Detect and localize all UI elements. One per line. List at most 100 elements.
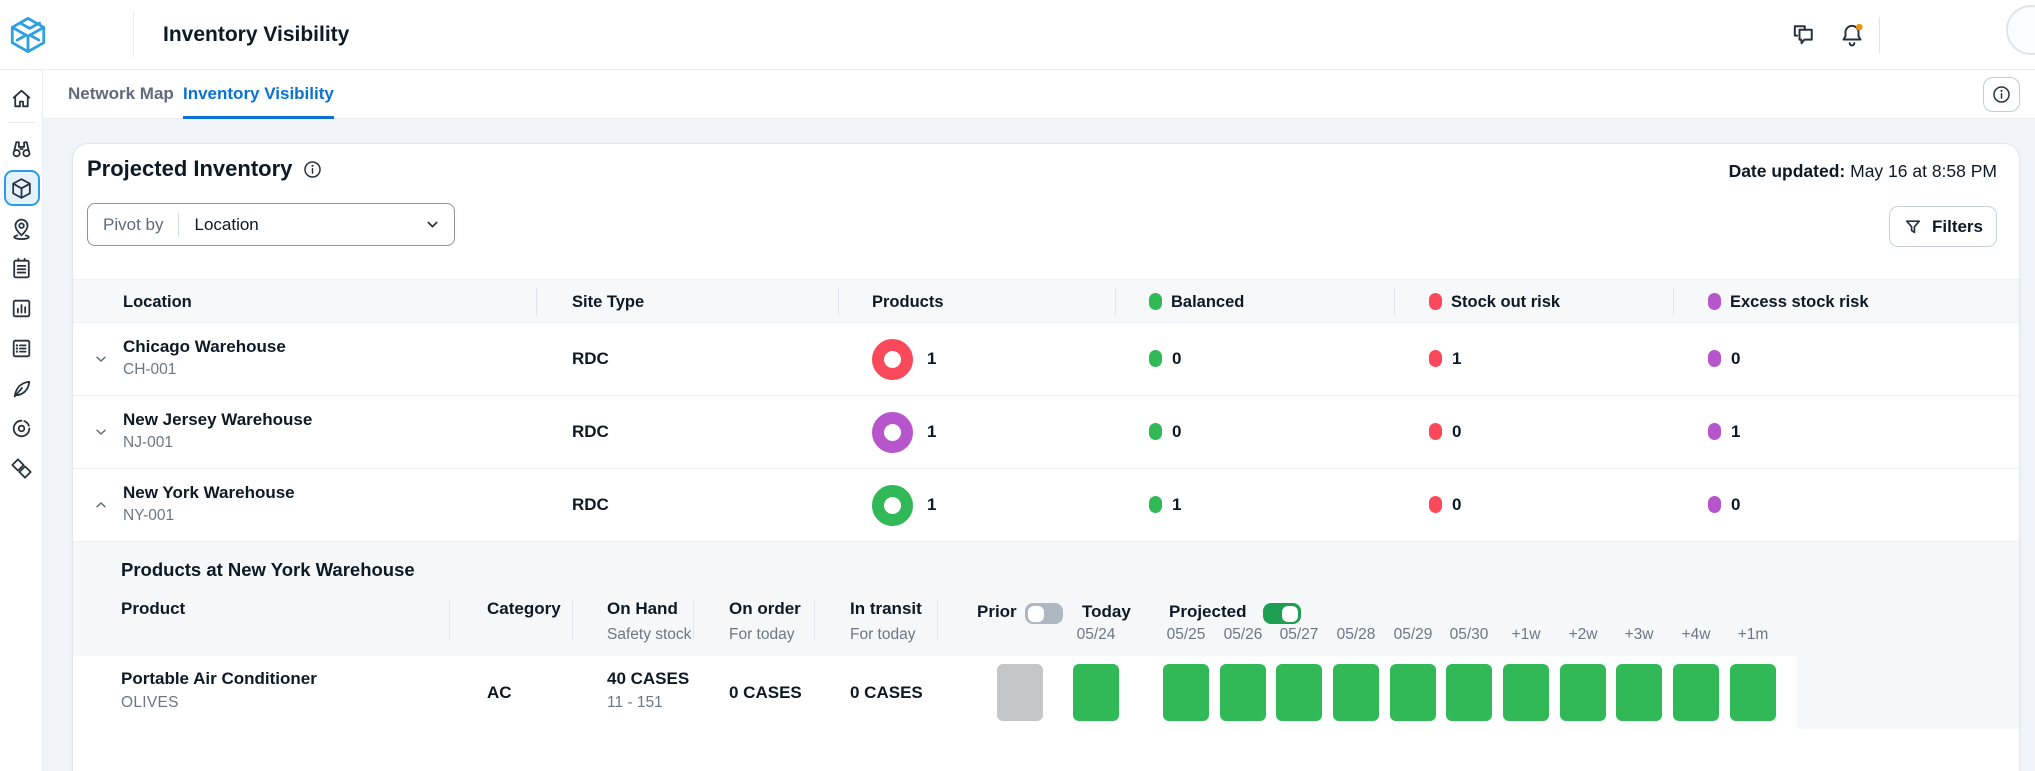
expand-chevron-icon[interactable] <box>93 424 109 440</box>
avatar[interactable] <box>2006 5 2035 55</box>
projected-inventory-card: Projected Inventory Date updated: May 16… <box>72 143 2020 771</box>
projected-date-label: +1w <box>1511 626 1541 643</box>
sidebar-item-inventory[interactable] <box>3 170 40 206</box>
column-header-on-hand: On Hand <box>607 599 678 618</box>
projected-status-cell[interactable] <box>1220 664 1266 721</box>
collapse-chevron-icon[interactable] <box>93 497 109 513</box>
locations-table-body: Chicago Warehouse CH-001 RDC 1 0 1 0 New… <box>73 323 2019 542</box>
product-row[interactable]: Portable Air Conditioner OLIVES AC 40 CA… <box>73 656 1797 729</box>
balanced-value: 0 <box>1149 422 1181 442</box>
excess-value: 1 <box>1708 422 1740 442</box>
target-icon <box>12 419 31 437</box>
column-header-site-type: Site Type <box>572 293 645 311</box>
filters-button[interactable]: Filters <box>1889 206 1997 247</box>
projected-status-cell[interactable] <box>1276 664 1322 721</box>
products-panel: Products at New York Warehouse Product C… <box>73 542 2019 729</box>
column-header-in-transit: In transit <box>850 599 922 618</box>
tab-bar: Network Map Inventory Visibility <box>43 70 2035 119</box>
prior-toggle-label: Prior <box>977 602 1017 621</box>
balanced-value: 0 <box>1149 349 1181 369</box>
projected-status-cell[interactable] <box>1673 664 1719 721</box>
projected-date-label: +1m <box>1737 626 1769 643</box>
divider <box>1879 17 1880 53</box>
products-status-donut <box>872 485 913 526</box>
location-code: NY-001 <box>123 507 175 524</box>
info-icon[interactable] <box>302 159 323 180</box>
today-status-cell[interactable] <box>1073 664 1119 721</box>
tab-inventory-visibility[interactable]: Inventory Visibility <box>183 70 334 119</box>
projected-status-cell[interactable] <box>1730 664 1776 721</box>
stock-out-value: 1 <box>1429 349 1461 369</box>
table-row-chicago-warehouse[interactable]: Chicago Warehouse CH-001 RDC 1 0 1 0 <box>73 323 2019 396</box>
location-code: NJ-001 <box>123 434 173 451</box>
table-row-new-jersey-warehouse[interactable]: New Jersey Warehouse NJ-001 RDC 1 0 0 1 <box>73 396 2019 469</box>
pivot-selected-value: Location <box>194 214 259 234</box>
binoculars-icon <box>12 140 31 157</box>
notification-badge <box>1856 23 1863 31</box>
sidebar-item-home[interactable] <box>4 80 40 116</box>
sidebar-item-orders[interactable] <box>4 330 40 366</box>
info-button[interactable] <box>1983 77 2020 112</box>
pivot-by-select[interactable]: Pivot by Location <box>87 203 455 246</box>
projected-date-label: 05/26 <box>1223 626 1263 643</box>
products-status-donut <box>872 412 913 453</box>
projected-date-label: 05/27 <box>1279 626 1319 643</box>
projected-status-cell[interactable] <box>1333 664 1379 721</box>
filters-button-label: Filters <box>1931 216 1984 236</box>
sidebar-item-plans[interactable] <box>4 250 40 286</box>
projected-date-label: +4w <box>1681 626 1711 643</box>
location-name: New Jersey Warehouse <box>123 410 313 429</box>
projected-status-cell[interactable] <box>1446 664 1492 721</box>
prior-status-cell[interactable] <box>997 664 1043 721</box>
location-pin-icon <box>13 218 30 240</box>
sidebar-item-analytics[interactable] <box>4 290 40 326</box>
column-header-stock-out-risk: Stock out risk <box>1429 280 1560 324</box>
top-bar: Inventory Visibility <box>0 0 2035 70</box>
projected-status-cell[interactable] <box>1560 664 1606 721</box>
product-name: Portable Air Conditioner <box>121 669 317 688</box>
excess-legend-dot <box>1708 293 1721 310</box>
column-header-location: Location <box>123 293 192 311</box>
divider <box>133 13 134 57</box>
bar-chart-icon <box>12 299 31 317</box>
tab-network-map[interactable]: Network Map <box>68 84 174 103</box>
sidebar-item-locations[interactable] <box>4 210 40 246</box>
projected-toggle[interactable] <box>1263 603 1301 624</box>
projected-status-cell[interactable] <box>1390 664 1436 721</box>
date-updated: Date updated: May 16 at 8:58 PM <box>1729 161 1997 182</box>
products-count: 1 <box>927 422 937 441</box>
products-status-donut <box>872 339 913 380</box>
toggle-knob <box>1028 605 1044 622</box>
projected-date-label: +3w <box>1624 626 1654 643</box>
projected-status-cell[interactable] <box>1163 664 1209 721</box>
chat-icon[interactable] <box>1789 21 1817 49</box>
on-hand-value: 40 CASES <box>607 669 690 688</box>
divider <box>838 288 839 316</box>
prior-toggle[interactable] <box>1025 603 1063 624</box>
sidebar-item-integrations[interactable] <box>4 450 40 486</box>
divider <box>1115 288 1116 316</box>
column-subheader-for-today: For today <box>729 626 795 643</box>
expand-chevron-icon[interactable] <box>93 351 109 367</box>
pivot-label: Pivot by <box>103 214 164 234</box>
projected-date-label: 05/29 <box>1393 626 1433 643</box>
divider <box>536 288 537 316</box>
projected-status-cell[interactable] <box>1503 664 1549 721</box>
products-panel-title: Products at New York Warehouse <box>121 559 415 580</box>
divider <box>8 122 35 123</box>
column-header-product: Product <box>121 599 186 618</box>
sidebar-item-insights[interactable] <box>4 410 40 446</box>
projected-date-label: 05/28 <box>1336 626 1376 643</box>
locations-table-header: Location Site Type Products Balanced Sto… <box>73 279 2019 323</box>
home-icon <box>12 89 31 107</box>
notifications-bell-icon[interactable] <box>1838 21 1866 49</box>
stock-out-value: 0 <box>1429 422 1461 442</box>
projected-status-cell[interactable] <box>1616 664 1662 721</box>
supply-chain-logo-icon <box>10 16 46 54</box>
clipboard-icon <box>13 257 30 278</box>
sidebar-item-sustainability[interactable] <box>4 370 40 406</box>
sidebar-item-search[interactable] <box>4 130 40 166</box>
table-row-new-york-warehouse[interactable]: New York Warehouse NY-001 RDC 1 1 0 0 <box>73 469 2019 542</box>
projected-toggle-label: Projected <box>1169 602 1247 621</box>
site-type-value: RDC <box>572 422 609 441</box>
